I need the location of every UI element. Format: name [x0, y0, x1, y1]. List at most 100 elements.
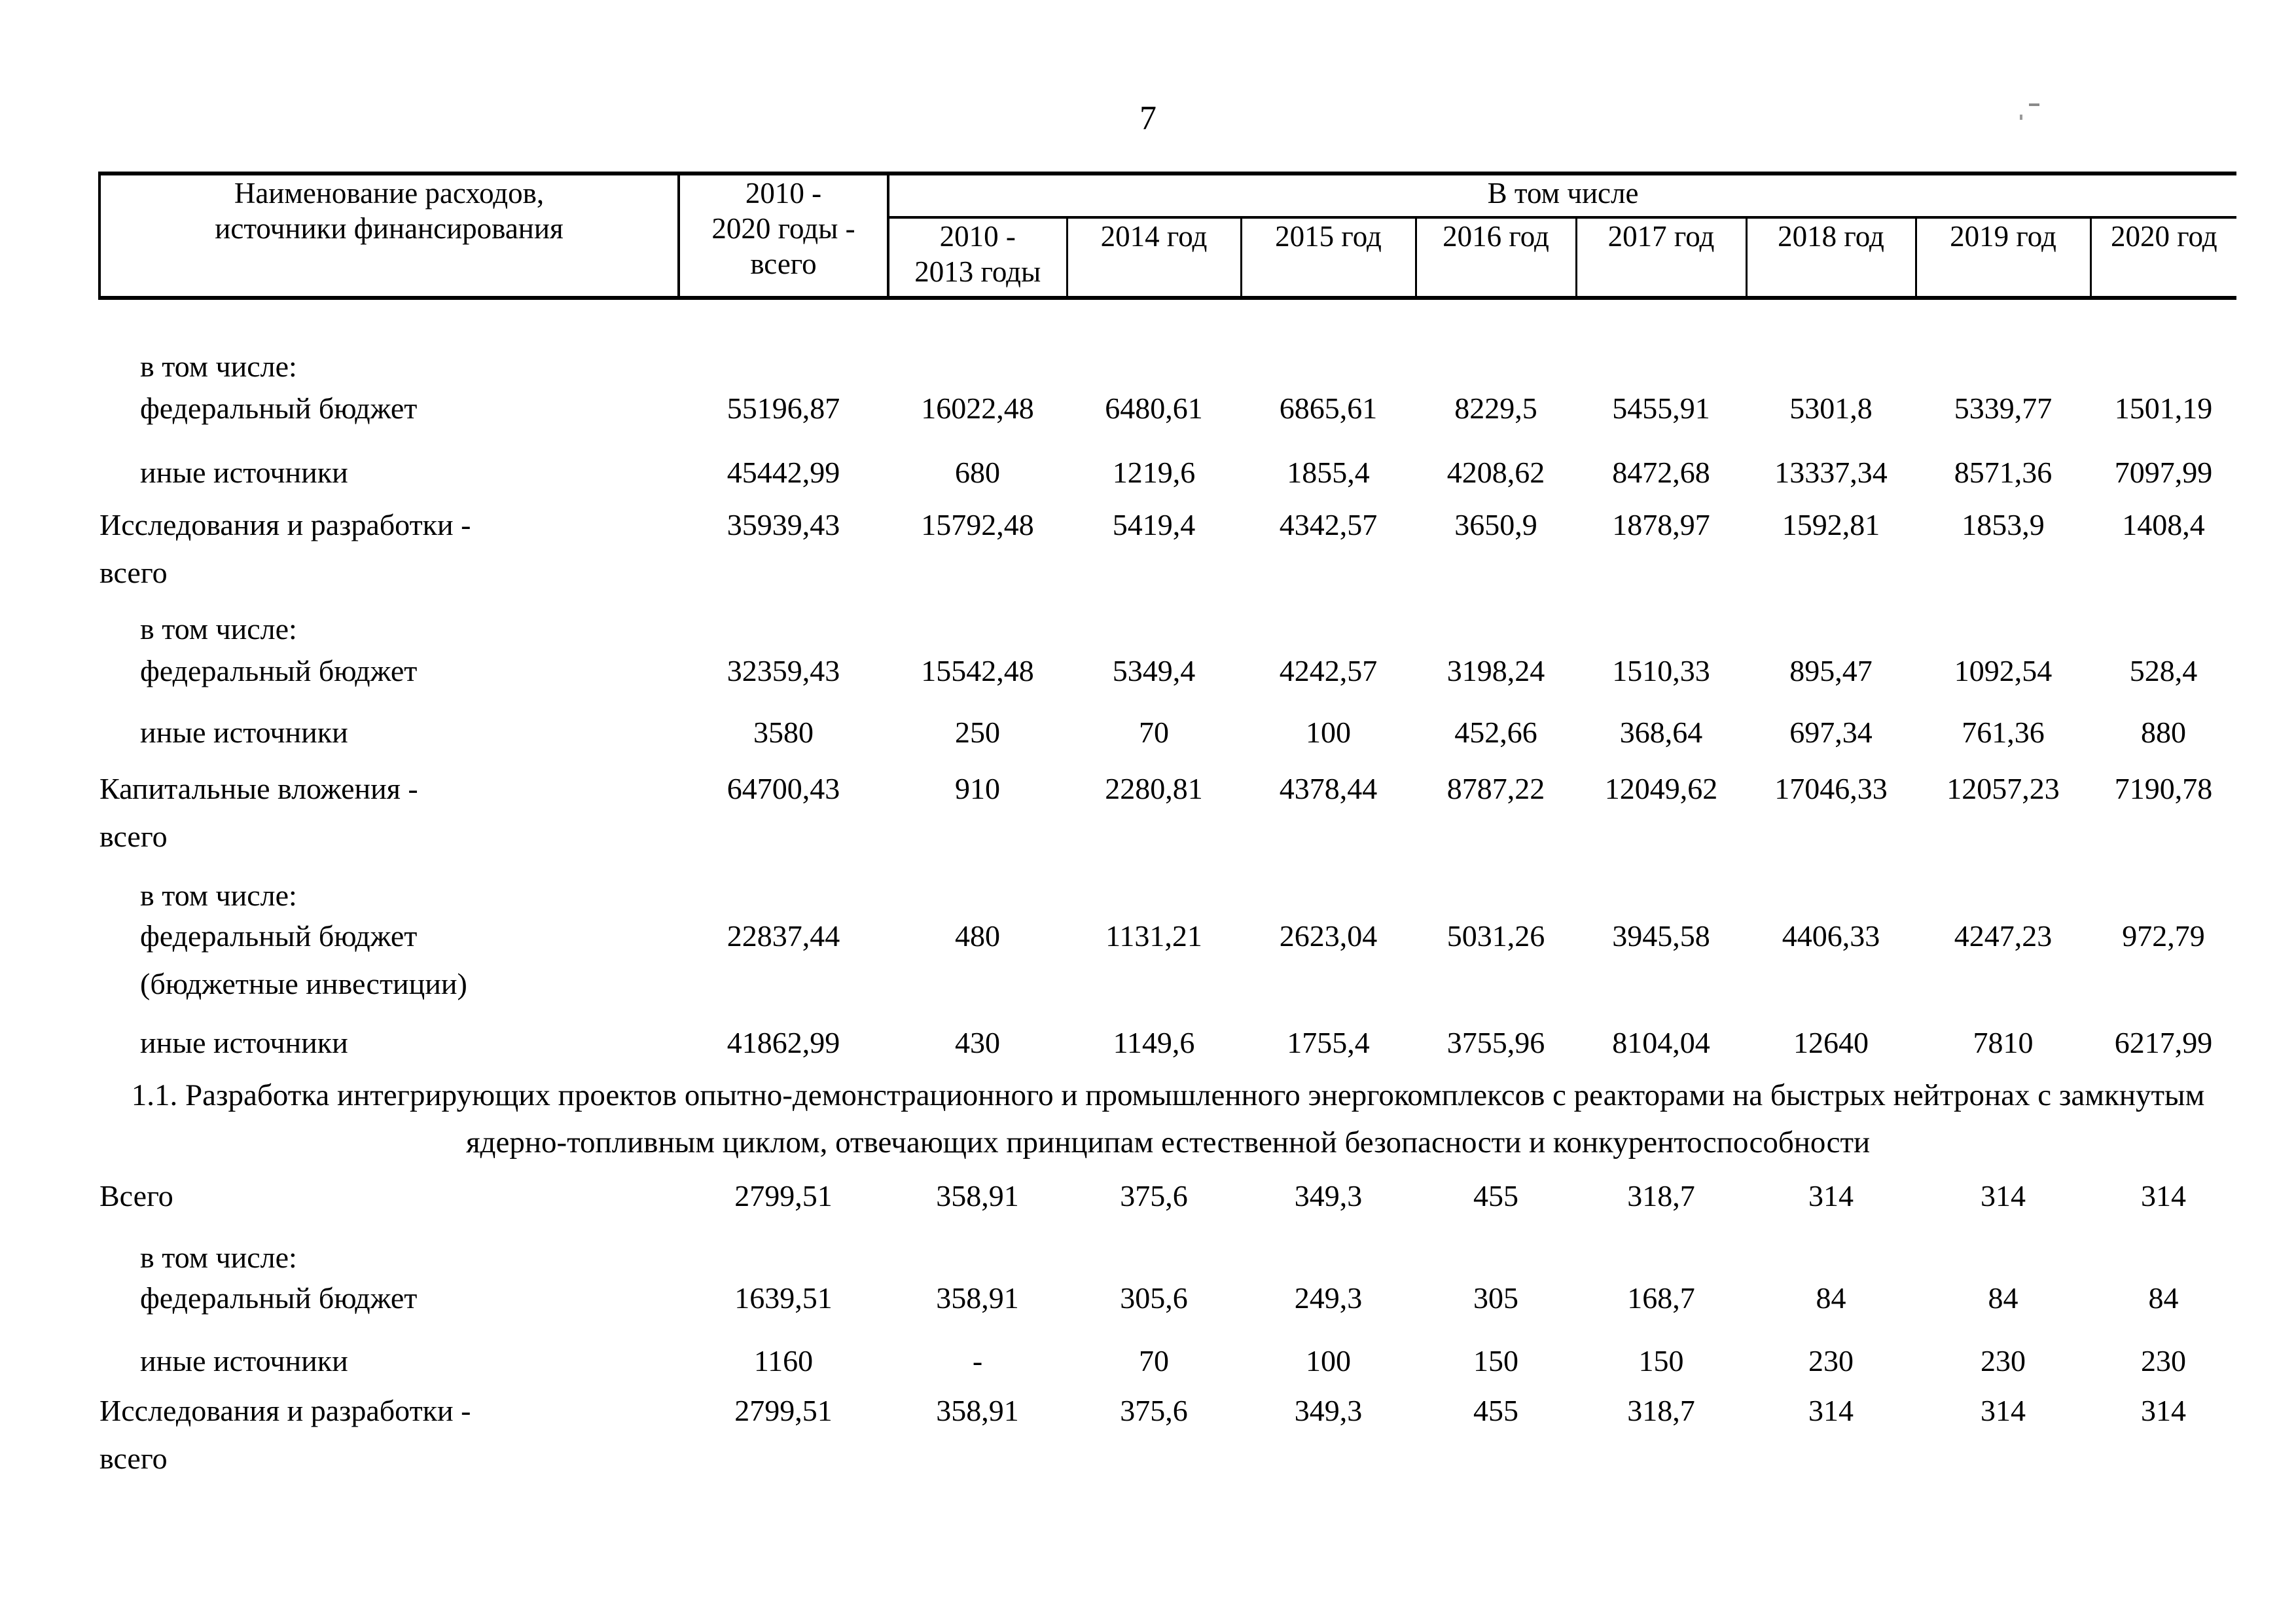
cell-value: 15542,48 — [921, 654, 1034, 687]
cell-value: 305 — [1473, 1281, 1518, 1315]
cell-value: 761,36 — [1962, 716, 2045, 749]
section-heading-row: 1.1. Разработка интегрирующих проектов о… — [99, 1061, 2236, 1166]
cell-value — [1746, 591, 1916, 647]
cell-value: 2280,81 — [1105, 772, 1203, 805]
cell-value — [1241, 298, 1416, 385]
cell-value — [679, 298, 888, 385]
cell-value — [1067, 591, 1241, 647]
cell-value — [1916, 591, 2090, 647]
row-label: Исследования и разработки - всего — [99, 491, 679, 591]
header-total-2010-2020-column: 2010 - 2020 годы - всего — [679, 172, 889, 300]
table-row: Исследования и разработки - всего 35939,43… — [99, 491, 2236, 591]
cell-value: 1755,4 — [1287, 1026, 1370, 1059]
cell-value: 358,91 — [936, 1179, 1019, 1213]
scan-artifact — [2020, 115, 2022, 120]
cell-value: 6217,99 — [2114, 1026, 2213, 1059]
row-label: Исследования и разработки - всего — [99, 1379, 679, 1477]
cell-value: 314 — [2141, 1394, 2187, 1427]
scan-artifact — [2029, 103, 2039, 106]
cell-value: - — [972, 1344, 983, 1377]
header-year-column: 2015 год — [1240, 217, 1416, 300]
cell-value: 349,3 — [1294, 1179, 1363, 1213]
cell-value: 1219,6 — [1112, 456, 1196, 489]
cell-value: 318,7 — [1627, 1179, 1695, 1213]
cell-value: 8787,22 — [1446, 772, 1545, 805]
cell-value: 6865,61 — [1279, 392, 1378, 425]
row-label-line2: всего — [99, 556, 168, 589]
cell-value: 452,66 — [1454, 716, 1537, 749]
cell-value: 8571,36 — [1954, 456, 2053, 489]
cell-value — [888, 298, 1067, 385]
cell-value: 480 — [955, 919, 1000, 953]
table-body: в том числе: федеральный бюджет 55196,87 16… — [99, 298, 2236, 1477]
cell-value: 3755,96 — [1446, 1026, 1545, 1059]
row-label-line1: в том числе: — [140, 1241, 297, 1274]
cell-value: 4247,23 — [1954, 919, 2053, 953]
cell-value: 100 — [1306, 716, 1351, 749]
cell-value: 1092,54 — [1954, 654, 2053, 687]
row-label: иные источники — [99, 689, 679, 751]
cell-value: 3650,9 — [1454, 508, 1537, 541]
table-row: иные источники 41862,99 430 1149,6 1755,4 375… — [99, 1002, 2236, 1061]
cell-value: 314 — [1981, 1179, 2026, 1213]
row-label: федеральный бюджет — [99, 385, 679, 427]
cell-value — [1576, 298, 1746, 385]
table-row: иные источники 3580 250 70 100 452,66 368,64 69… — [99, 689, 2236, 751]
cell-value: 84 — [1988, 1281, 2018, 1315]
table-row: Капитальные вложения - всего 64700,43 910 22… — [99, 751, 2236, 855]
row-label-line1: иные источники — [140, 1344, 348, 1377]
cell-value — [1067, 855, 1241, 914]
cell-value: 2799,51 — [734, 1179, 833, 1213]
cell-value — [888, 1214, 1067, 1276]
cell-value: 1408,4 — [2122, 508, 2205, 541]
cell-value: 314 — [1808, 1394, 1854, 1427]
cell-value: 41862,99 — [726, 1026, 840, 1059]
cell-value: 895,47 — [1789, 654, 1873, 687]
cell-value: 5301,8 — [1789, 392, 1873, 425]
row-label-line2: всего — [99, 820, 168, 853]
cell-value — [1746, 298, 1916, 385]
row-label: Капитальные вложения - всего — [99, 751, 679, 855]
cell-value: 528,4 — [2129, 654, 2198, 687]
cell-value: 84 — [1816, 1281, 1846, 1315]
cell-value: 314 — [1808, 1179, 1854, 1213]
expenses-financing-table: Наименование расходов, источники финанси… — [98, 172, 2237, 1477]
cell-value: 1592,81 — [1782, 508, 1880, 541]
table-row: федеральный бюджет (бюджетные инвестиции)… — [99, 914, 2236, 1002]
cell-value: 1855,4 — [1287, 456, 1370, 489]
cell-value: 35939,43 — [726, 508, 840, 541]
cell-value: 1131,21 — [1105, 919, 1202, 953]
header-year-column: 2014 год — [1066, 217, 1241, 300]
cell-value: 32359,43 — [726, 654, 840, 687]
row-label-line1: федеральный бюджет — [140, 392, 418, 425]
cell-value — [1241, 591, 1416, 647]
cell-value: 1501,19 — [2114, 392, 2213, 425]
cell-value: 375,6 — [1120, 1179, 1188, 1213]
cell-value: 455 — [1473, 1179, 1518, 1213]
cell-value: 230 — [2141, 1344, 2187, 1377]
row-label-line1: Всего — [99, 1179, 173, 1213]
cell-value: 12640 — [1793, 1026, 1869, 1059]
row-label: в том числе: — [99, 855, 679, 914]
cell-value: 3580 — [753, 716, 814, 749]
cell-value — [1576, 1214, 1746, 1276]
cell-value: 7810 — [1973, 1026, 2034, 1059]
cell-value — [679, 1214, 888, 1276]
cell-value: 5339,77 — [1954, 392, 2053, 425]
cell-value — [1916, 1214, 2090, 1276]
header-expense-name-column: Наименование расходов, источники финанси… — [98, 172, 680, 300]
cell-value: 6480,61 — [1105, 392, 1203, 425]
cell-value: 12049,62 — [1604, 772, 1718, 805]
table-row: федеральный бюджет 55196,87 16022,48 6480,6… — [99, 385, 2236, 427]
row-label: иные источники — [99, 427, 679, 491]
cell-value — [2090, 855, 2236, 914]
cell-value: 8229,5 — [1454, 392, 1537, 425]
cell-value: 150 — [1473, 1344, 1518, 1377]
cell-value — [2090, 298, 2236, 385]
cell-value — [1067, 1214, 1241, 1276]
cell-value: 1510,33 — [1612, 654, 1710, 687]
cell-value: 13337,34 — [1774, 456, 1888, 489]
cell-value: 4406,33 — [1782, 919, 1880, 953]
row-label: иные источники — [99, 1002, 679, 1061]
